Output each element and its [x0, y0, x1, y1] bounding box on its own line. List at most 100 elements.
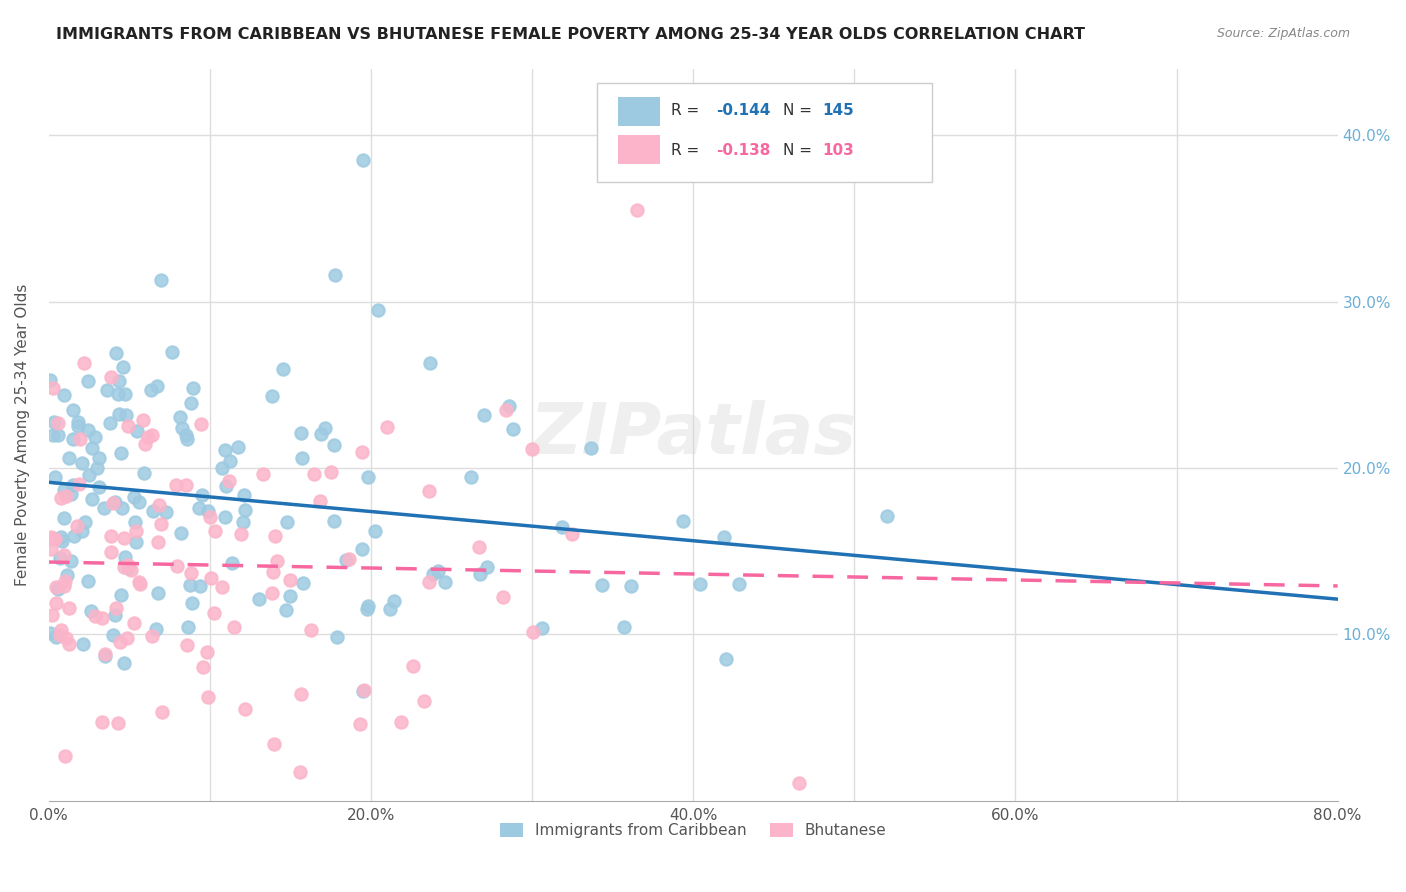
- Point: [252, 467, 274, 481]
- Point: [472, 408, 495, 422]
- Point: [211, 581, 233, 595]
- Point: [460, 470, 482, 484]
- Point: [204, 607, 226, 621]
- Point: [58, 601, 80, 615]
- Text: 103: 103: [823, 143, 853, 158]
- Point: [122, 491, 145, 505]
- Point: [468, 540, 491, 554]
- Point: [522, 625, 544, 640]
- Point: [174, 427, 197, 442]
- Point: [41, 607, 63, 622]
- Point: [337, 552, 360, 566]
- Point: [46, 427, 69, 442]
- Point: [150, 516, 173, 531]
- Point: [41, 381, 63, 395]
- Point: [714, 652, 737, 666]
- Point: [142, 504, 165, 518]
- Point: [215, 479, 238, 493]
- Point: [299, 623, 322, 637]
- Point: [180, 396, 202, 410]
- Point: [58, 637, 80, 651]
- Point: [111, 500, 134, 515]
- Point: [367, 302, 389, 317]
- Point: [214, 443, 236, 458]
- Point: [350, 542, 373, 557]
- Point: [55, 567, 77, 582]
- Point: [104, 495, 127, 509]
- Y-axis label: Female Poverty Among 25-34 Year Olds: Female Poverty Among 25-34 Year Olds: [15, 284, 30, 586]
- Point: [124, 616, 146, 631]
- Point: [70, 456, 93, 470]
- Point: [49, 624, 72, 638]
- Point: [120, 563, 142, 577]
- Point: [292, 576, 315, 591]
- Point: [402, 658, 425, 673]
- Point: [141, 629, 163, 643]
- Point: [166, 559, 188, 574]
- Point: [45, 597, 67, 611]
- Point: [170, 526, 193, 541]
- Point: [128, 495, 150, 509]
- Point: [613, 620, 636, 634]
- Point: [49, 491, 72, 505]
- Point: [357, 470, 380, 484]
- Point: [326, 630, 349, 644]
- Point: [155, 505, 177, 519]
- Point: [187, 501, 209, 516]
- Point: [495, 402, 517, 417]
- Point: [69, 432, 91, 446]
- Point: [335, 552, 357, 566]
- Point: [412, 694, 434, 708]
- Point: [39, 530, 62, 544]
- Point: [713, 531, 735, 545]
- Point: [125, 424, 148, 438]
- Point: [42, 415, 65, 429]
- Point: [87, 450, 110, 465]
- Point: [145, 379, 167, 393]
- Point: [491, 591, 513, 605]
- Point: [389, 715, 412, 730]
- Point: [46, 416, 69, 430]
- Point: [226, 440, 249, 454]
- Point: [266, 554, 288, 568]
- Point: [107, 715, 129, 730]
- Point: [114, 550, 136, 565]
- Text: 145: 145: [823, 103, 853, 119]
- Point: [91, 714, 114, 729]
- Point: [264, 529, 287, 543]
- Point: [876, 508, 898, 523]
- Point: [76, 574, 98, 588]
- Point: [70, 524, 93, 538]
- Point: [108, 635, 131, 649]
- Point: [626, 202, 648, 217]
- Point: [278, 573, 301, 587]
- Point: [129, 576, 152, 591]
- Legend: Immigrants from Caribbean, Bhutanese: Immigrants from Caribbean, Bhutanese: [494, 817, 893, 845]
- Point: [104, 346, 127, 360]
- Point: [44, 630, 66, 644]
- Point: [66, 518, 89, 533]
- Point: [197, 690, 219, 704]
- Point: [498, 400, 520, 414]
- Point: [418, 483, 440, 498]
- Point: [110, 446, 132, 460]
- Point: [115, 408, 138, 422]
- Point: [309, 493, 332, 508]
- Point: [67, 419, 90, 434]
- Point: [174, 477, 197, 491]
- Point: [111, 360, 134, 375]
- Point: [80, 492, 103, 507]
- Point: [273, 362, 295, 376]
- Point: [104, 607, 127, 622]
- Point: [44, 532, 66, 546]
- Point: [434, 575, 457, 590]
- Point: [418, 574, 440, 589]
- Point: [323, 268, 346, 282]
- Point: [214, 510, 236, 524]
- Point: [222, 620, 245, 634]
- Point: [58, 450, 80, 465]
- Point: [46, 582, 69, 596]
- Point: [353, 684, 375, 698]
- Point: [232, 515, 254, 529]
- Point: [107, 386, 129, 401]
